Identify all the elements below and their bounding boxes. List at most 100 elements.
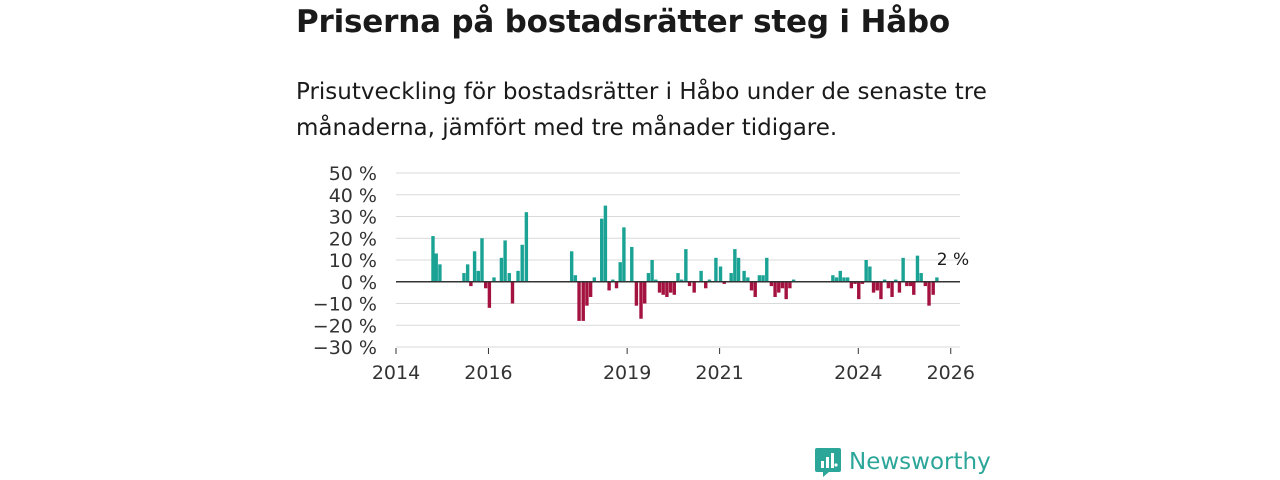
bar-negative xyxy=(912,281,916,295)
bar-positive xyxy=(622,227,626,282)
bar-positive xyxy=(520,244,524,282)
bar-positive xyxy=(465,264,470,282)
bar-negative xyxy=(607,281,611,291)
bar-chart: 50 %40 %30 %20 %10 %0 %−10 %−20 %−30 % 20… xyxy=(313,163,975,384)
brand-logo: Newsworthy xyxy=(815,446,991,478)
bar-positive xyxy=(733,249,737,282)
bar-positive xyxy=(935,277,939,282)
chart-subtitle: Prisutveckling för bostadsrätter i Håbo … xyxy=(296,79,987,141)
x-tick-label: 2026 xyxy=(927,362,975,384)
bar-positive xyxy=(499,257,504,282)
bar-positive xyxy=(434,253,438,282)
bar-positive xyxy=(592,277,597,282)
bar-negative xyxy=(581,281,585,321)
bar-positive xyxy=(718,266,723,282)
bar-negative xyxy=(879,281,883,300)
bar-positive xyxy=(431,236,435,282)
y-tick-label: −20 % xyxy=(313,315,377,337)
bar-negative xyxy=(665,281,669,297)
bar-negative xyxy=(773,281,777,297)
y-tick-label: 10 % xyxy=(329,250,377,272)
bar-positive xyxy=(630,246,634,282)
bar-negative xyxy=(927,281,931,306)
bar-negative xyxy=(849,281,854,289)
bar-negative xyxy=(897,281,902,293)
bar-negative xyxy=(788,281,792,289)
x-tick-label: 2016 xyxy=(464,362,512,384)
bar-positive xyxy=(684,249,688,282)
bar-negative xyxy=(871,281,876,293)
bar-negative xyxy=(634,281,639,306)
bar-positive xyxy=(524,212,529,282)
bar-positive xyxy=(507,273,511,282)
bar-negative xyxy=(672,281,677,295)
bar-positive xyxy=(742,270,746,282)
bar-positive xyxy=(516,270,520,282)
bar-positive xyxy=(714,257,718,282)
newsworthy-logo-icon xyxy=(815,448,841,477)
bar-negative xyxy=(890,281,894,297)
y-tick-label: 30 % xyxy=(329,207,377,229)
bar-negative xyxy=(614,281,619,289)
bar-negative xyxy=(908,281,913,287)
bar-negative xyxy=(875,281,879,291)
bar-positive xyxy=(611,279,615,282)
bar-negative xyxy=(853,281,857,284)
brand-name: Newsworthy xyxy=(849,449,991,475)
bar-positive xyxy=(919,273,923,282)
bar-positive xyxy=(462,273,466,282)
y-tick-label: 50 % xyxy=(329,163,377,185)
y-tick-label: 0 % xyxy=(341,272,377,294)
bar-positive xyxy=(503,240,507,282)
bar-negative xyxy=(692,281,696,293)
axes: 50 %40 %30 %20 %10 %0 %−10 %−20 %−30 % 20… xyxy=(313,163,975,384)
bar-positive xyxy=(569,251,574,282)
bar-negative xyxy=(704,281,708,289)
y-tick-label: −10 % xyxy=(313,294,377,316)
bar-negative xyxy=(510,281,515,304)
x-tick-label: 2014 xyxy=(372,362,420,384)
bar-positive xyxy=(438,264,442,282)
bar-positive xyxy=(864,260,868,282)
bar-negative xyxy=(657,281,662,293)
chart-title: Priserna på bostadsrätter steg i Håbo xyxy=(296,4,950,40)
x-tick-label: 2021 xyxy=(695,362,743,384)
bar-positive xyxy=(650,260,654,282)
bar-negative xyxy=(923,281,928,287)
bar-positive xyxy=(901,257,905,282)
bar-negative xyxy=(639,281,643,319)
x-tick-label: 2024 xyxy=(834,362,882,384)
bar-positive xyxy=(492,277,496,282)
bar-negative xyxy=(860,281,865,284)
bar-positive xyxy=(600,218,604,282)
y-tick-label: 40 % xyxy=(329,185,377,207)
bar-negative xyxy=(588,281,593,297)
bars xyxy=(431,205,939,321)
bar-positive xyxy=(746,277,750,282)
bar-negative xyxy=(722,281,726,284)
bar-positive xyxy=(845,277,850,282)
bar-positive xyxy=(736,257,741,282)
bar-negative xyxy=(753,281,757,297)
x-tick-label: 2019 xyxy=(603,362,651,384)
bar-negative xyxy=(487,281,492,308)
bar-positive xyxy=(573,275,578,282)
bar-negative xyxy=(661,281,665,295)
bar-negative xyxy=(585,281,589,306)
last-value-label: 2 % xyxy=(937,250,969,270)
bar-positive xyxy=(646,273,651,282)
bar-negative xyxy=(643,281,647,304)
bar-positive xyxy=(915,255,920,282)
bar-positive xyxy=(679,279,684,282)
bar-negative xyxy=(777,281,781,293)
bar-positive xyxy=(480,238,484,282)
bar-negative xyxy=(469,281,473,287)
bar-positive xyxy=(476,270,480,282)
bar-positive xyxy=(676,273,680,282)
bar-negative xyxy=(577,281,581,321)
bar-negative xyxy=(483,281,488,289)
bar-positive xyxy=(603,205,608,282)
bar-positive xyxy=(757,275,762,282)
y-tick-label: −30 % xyxy=(313,337,377,359)
bar-negative xyxy=(784,281,788,300)
